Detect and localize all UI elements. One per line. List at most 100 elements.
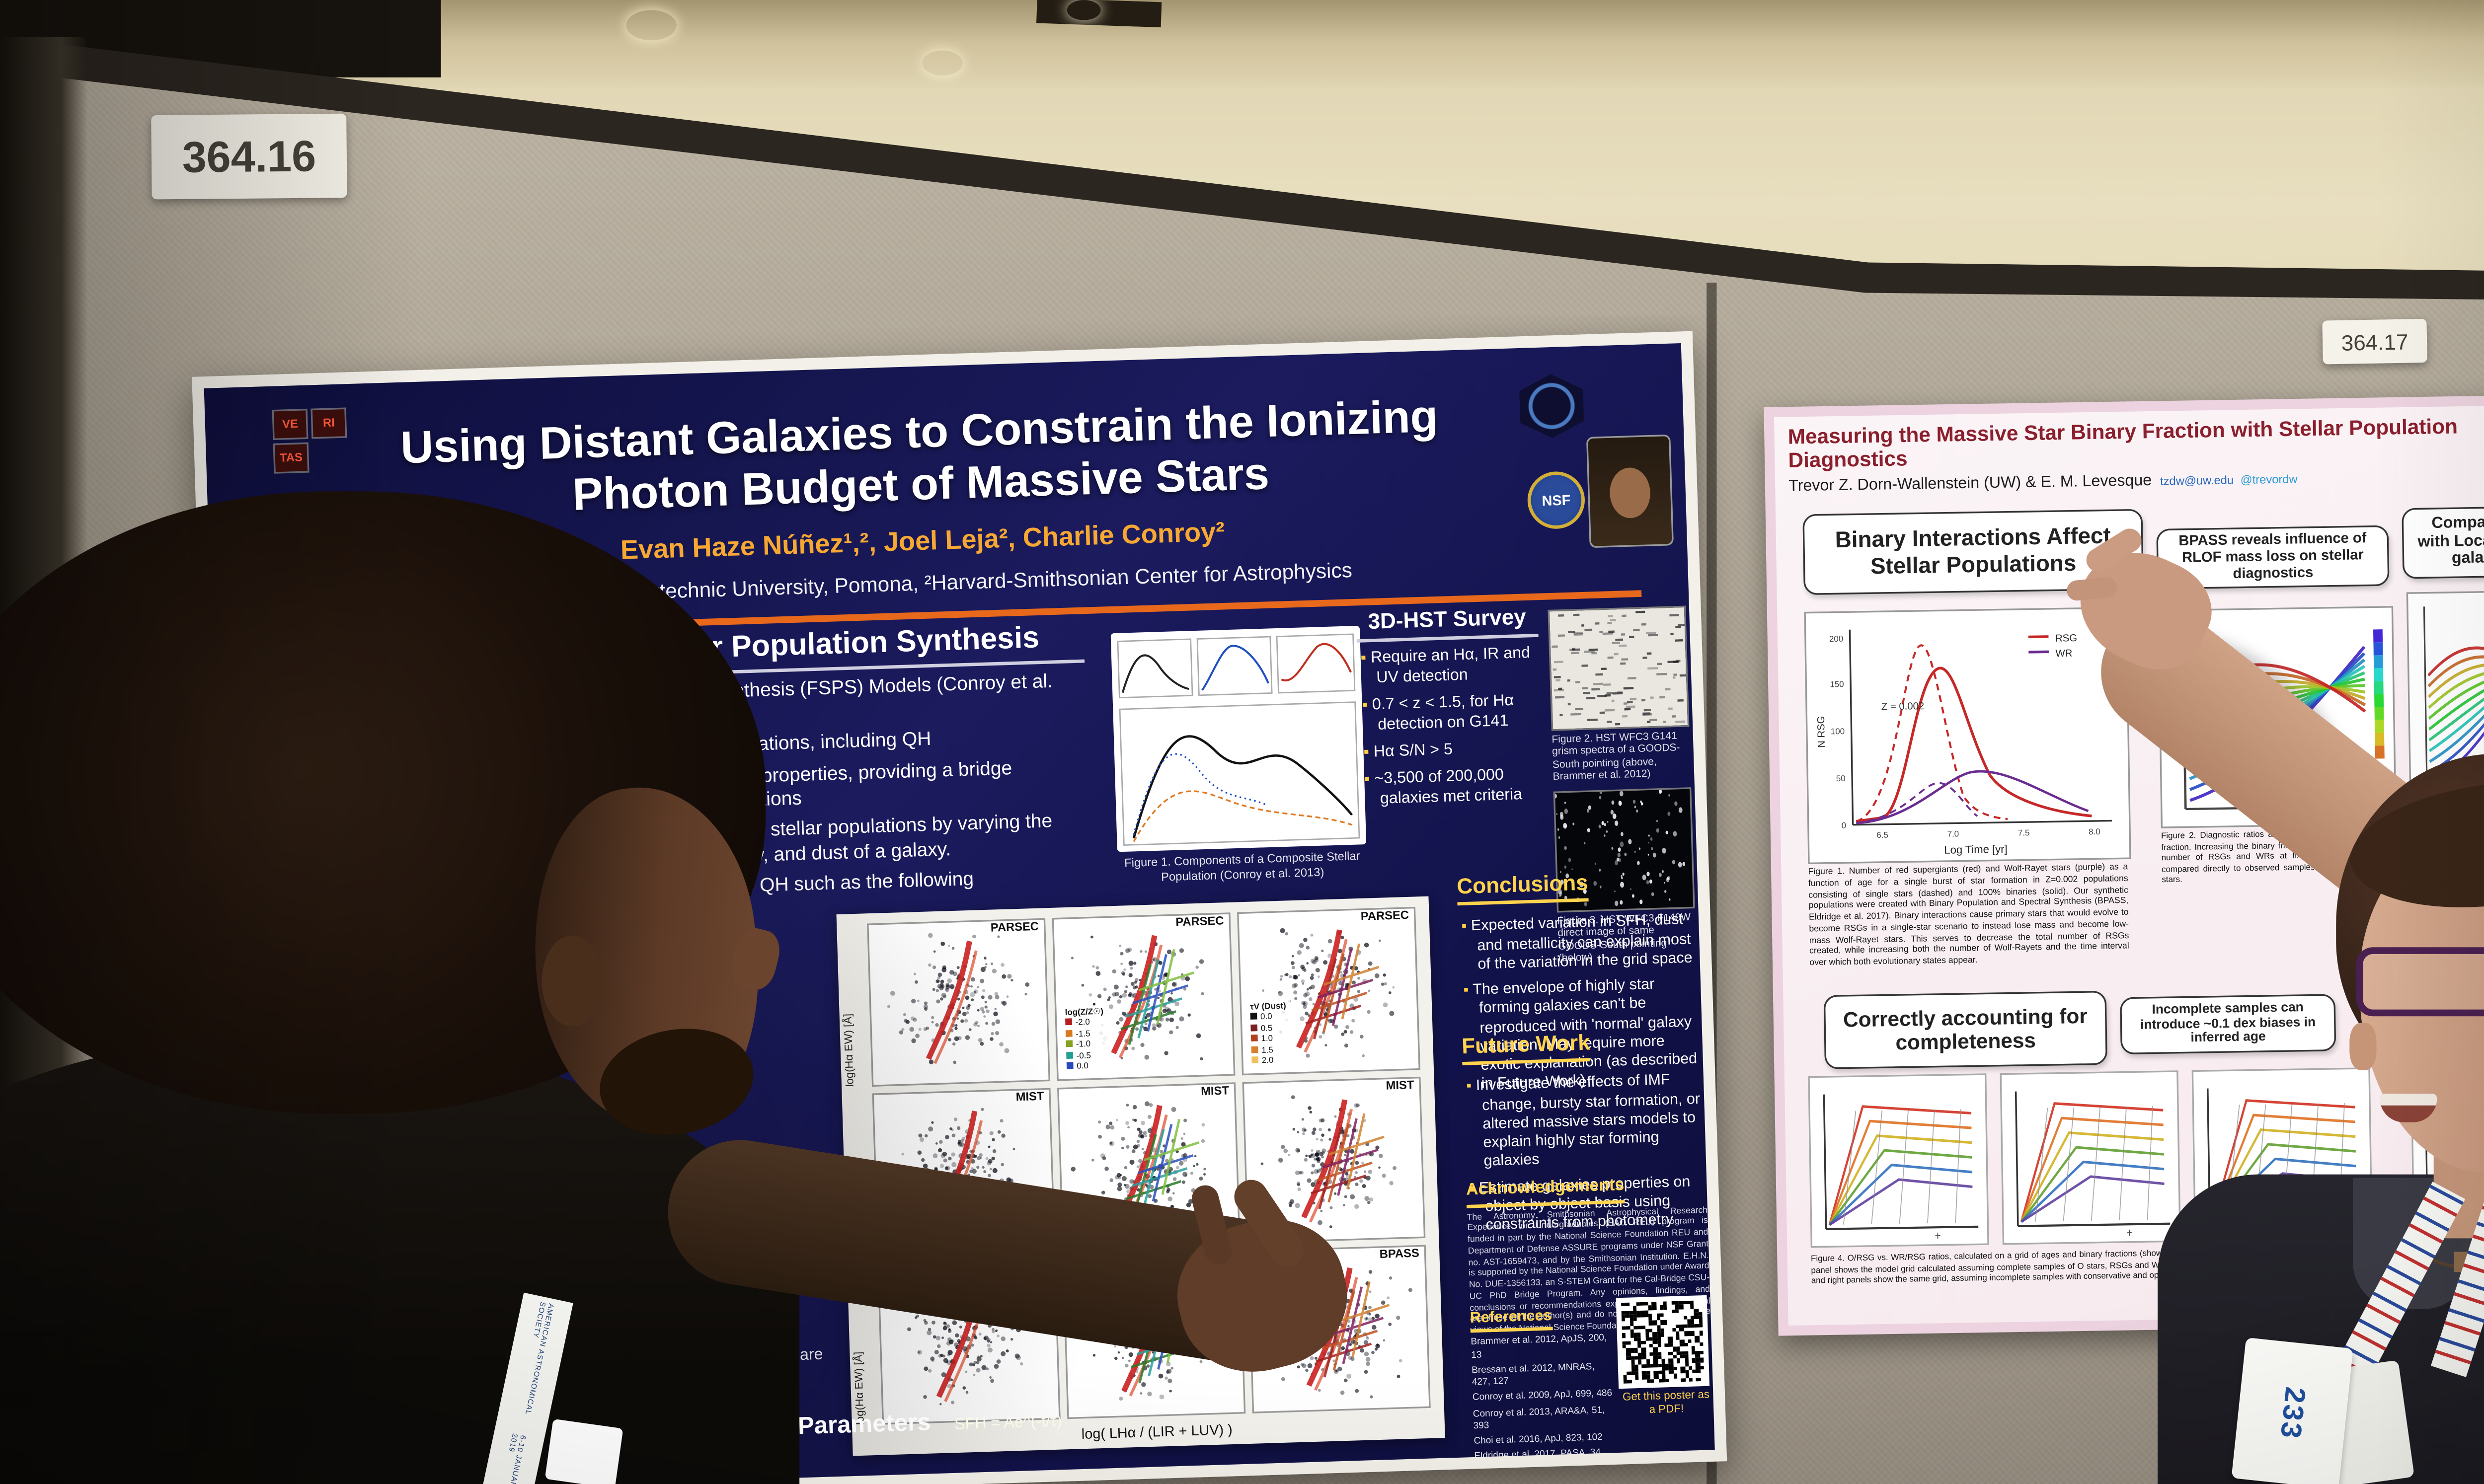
figure-1-plot	[1117, 633, 1360, 846]
poster-right-title: Measuring the Massive Star Binary Fracti…	[1787, 415, 2458, 472]
y-axis-label: log(Hα EW) [Å]	[843, 1013, 857, 1087]
person-right-smile	[2380, 1094, 2437, 1122]
section-heading: References	[1470, 1306, 1552, 1334]
hexagon-logo	[1514, 373, 1590, 439]
box-incomplete-samples: Incomplete samples can introduce ~0.1 de…	[2119, 994, 2336, 1055]
reference: Brammer et al. 2012, ApJS, 200, 13	[1471, 1334, 1607, 1361]
figure-1-composite-population	[1110, 625, 1367, 852]
person-left-ear	[542, 935, 603, 1027]
ceiling-light	[1067, 0, 1101, 20]
veritas-logo: VE RI TAS	[272, 407, 352, 474]
reference: Conroy et al. 2009, ApJ, 699, 486	[1472, 1389, 1613, 1404]
qr-block: Get this poster as a PDF!	[1616, 1295, 1714, 1418]
panel-label: MIST	[1386, 1079, 1414, 1093]
section-heading: Conclusions	[1456, 869, 1589, 906]
section-heading: 3D-HST Survey	[1355, 603, 1539, 643]
bullet: 0.7 < z < 1.5, for Hα detection on G141	[1362, 691, 1541, 736]
scatter-panel: MIST	[1242, 1076, 1426, 1245]
legend-entry: 0.0	[1066, 1061, 1105, 1073]
dust-legend: τV (Dust) 0.0 0.5 1.0 1.5 2.0	[1244, 999, 1293, 1070]
panel-label: PARSEC	[1360, 910, 1409, 924]
legend-entry: 0.0	[1250, 1012, 1287, 1024]
glasses	[2356, 947, 2484, 1017]
section-references: References Brammer et al. 2012, ApJS, 20…	[1470, 1295, 1617, 1481]
ceiling-light	[626, 10, 677, 40]
twitter-handle: @trevordw	[2240, 474, 2298, 487]
y-axis-label: N RSG	[1816, 716, 1827, 748]
figure-1-rsg-wr-plot: 0 50 100 150 200 6.5 7.0 7.5 8.0 Z = 0.0…	[1804, 606, 2131, 865]
grid-row-parsec: log(Hα EW) [Å] PARSEC PARSEC log(Z/Z☉) -…	[843, 906, 1420, 1087]
legend-entry: -1.5	[1065, 1029, 1104, 1040]
panel-label: MIST	[1200, 1085, 1230, 1098]
scatter-panel: PARSEC	[867, 918, 1050, 1086]
legend-entry: -0.5	[1066, 1050, 1105, 1062]
qr-code	[1616, 1295, 1710, 1389]
legend-wr: WR	[2055, 648, 2072, 660]
hst-image-column: Figure 2. HST WFC3 G141 grism spectra of…	[1548, 605, 1697, 972]
strap-dates: 6-10 JANUARY 2019	[507, 1433, 528, 1484]
figure-3-direct-image	[1553, 787, 1695, 912]
ceiling-light	[922, 51, 962, 76]
reference: Bressan et al. 2012, MNRAS, 427, 127	[1471, 1362, 1595, 1389]
svg-text:150: 150	[1830, 679, 1844, 689]
nsf-logo: NSF	[1527, 470, 1586, 530]
reference: Conroy et al. 2013, ARA&A, 51, 393	[1473, 1405, 1605, 1432]
svg-text:7.5: 7.5	[2018, 828, 2030, 837]
poster-left-title: Using Distant Galaxies to Constrain the …	[374, 390, 1467, 528]
legend-entry: 0.5	[1250, 1023, 1287, 1035]
contact-email: tzdw@uw.edu	[2160, 475, 2234, 489]
box-comparisons: Comparisons with Local Group galaxies	[2402, 506, 2484, 579]
conference-badge: 233	[2231, 1337, 2353, 1484]
bullet: Hα S/N > 5	[1363, 738, 1542, 763]
svg-text:100: 100	[1831, 727, 1845, 736]
svg-text:+: +	[2126, 1226, 2133, 1240]
figure-1-caption: Figure 1. Components of a Composite Stel…	[1124, 851, 1360, 884]
reference: Choi et al. 2016, ApJ, 823, 102	[1474, 1433, 1603, 1447]
veritas-tile: TAS	[273, 442, 310, 474]
scatter-panel: BPASS	[1247, 1245, 1431, 1413]
bullet: Investigate the effects of IMF change, b…	[1466, 1070, 1706, 1172]
qr-label: Get this poster as a PDF!	[1622, 1389, 1710, 1416]
veritas-tile: RI	[310, 407, 347, 439]
rsg-wr-plot: 0 50 100 150 200 6.5 7.0 7.5 8.0 Z = 0.0…	[1816, 629, 2112, 856]
veritas-tile: VE	[272, 408, 309, 441]
sfh-formula: SFH = Ae^(-t/τ)	[954, 1412, 1063, 1434]
legend-entry: 1.0	[1250, 1034, 1287, 1046]
svg-text:8.0: 8.0	[2089, 827, 2100, 836]
panel-label: PARSEC	[1175, 916, 1224, 930]
svg-text:200: 200	[1829, 634, 1844, 644]
svg-text:+: +	[1935, 1229, 1941, 1243]
strap-text: AMERICAN ASTRONOMICAL SOCIETY	[524, 1301, 556, 1416]
bullet: Require an Hα, IR and UV detection	[1360, 644, 1540, 689]
teeth	[2380, 1094, 2437, 1106]
legend-entry: -1.0	[1066, 1039, 1104, 1051]
hst-bullets: Require an Hα, IR and UV detection 0.7 <…	[1357, 644, 1544, 810]
svg-text:0: 0	[1841, 821, 1846, 830]
person-right-nose	[2349, 1023, 2377, 1070]
figure-2-caption: Figure 2. HST WFC3 G141 grism spectra of…	[1552, 730, 1680, 784]
legend-title: τV (Dust)	[1249, 1001, 1286, 1013]
section-heading: Future Work	[1461, 1029, 1591, 1066]
panel-label: MIST	[1015, 1091, 1044, 1104]
conference-badge-left	[544, 1418, 623, 1484]
section-heading: Acknowledgements	[1466, 1176, 1625, 1208]
author-photo	[1586, 434, 1674, 548]
board-number-label: 364.17	[2322, 318, 2427, 365]
scatter-panel: PARSEC log(Z/Z☉) -2.0 -1.5 -1.0 -0.5 0.0	[1052, 912, 1236, 1081]
box-completeness: Correctly accounting for completeness	[1823, 990, 2108, 1069]
section-3dhst: 3D-HST Survey Require an Hα, IR and UV d…	[1355, 603, 1544, 816]
legend-entry: 2.0	[1251, 1056, 1288, 1068]
author-names: Trevor Z. Dorn-Wallenstein (UW) & E. M. …	[1788, 471, 2152, 496]
bullet: Expected variation in SFH, dust and meta…	[1461, 910, 1700, 974]
model-grid-panel: +	[1808, 1073, 1989, 1248]
svg-text:6.5: 6.5	[1876, 830, 1888, 840]
panel-label: PARSEC	[990, 921, 1039, 935]
badge-number: 233	[2274, 1385, 2312, 1442]
board-number-label: 364.16	[151, 113, 347, 200]
grid-panels: PARSEC PARSEC log(Z/Z☉) -2.0 -1.5 -1.0 -…	[867, 906, 1420, 1086]
scatter-panel: PARSEC τV (Dust) 0.0 0.5 1.0 1.5 2.0	[1237, 906, 1420, 1075]
svg-text:50: 50	[1836, 774, 1846, 783]
figure-2-grism-image	[1548, 605, 1691, 731]
metallicity-annotation: Z = 0.002	[1881, 701, 1925, 712]
